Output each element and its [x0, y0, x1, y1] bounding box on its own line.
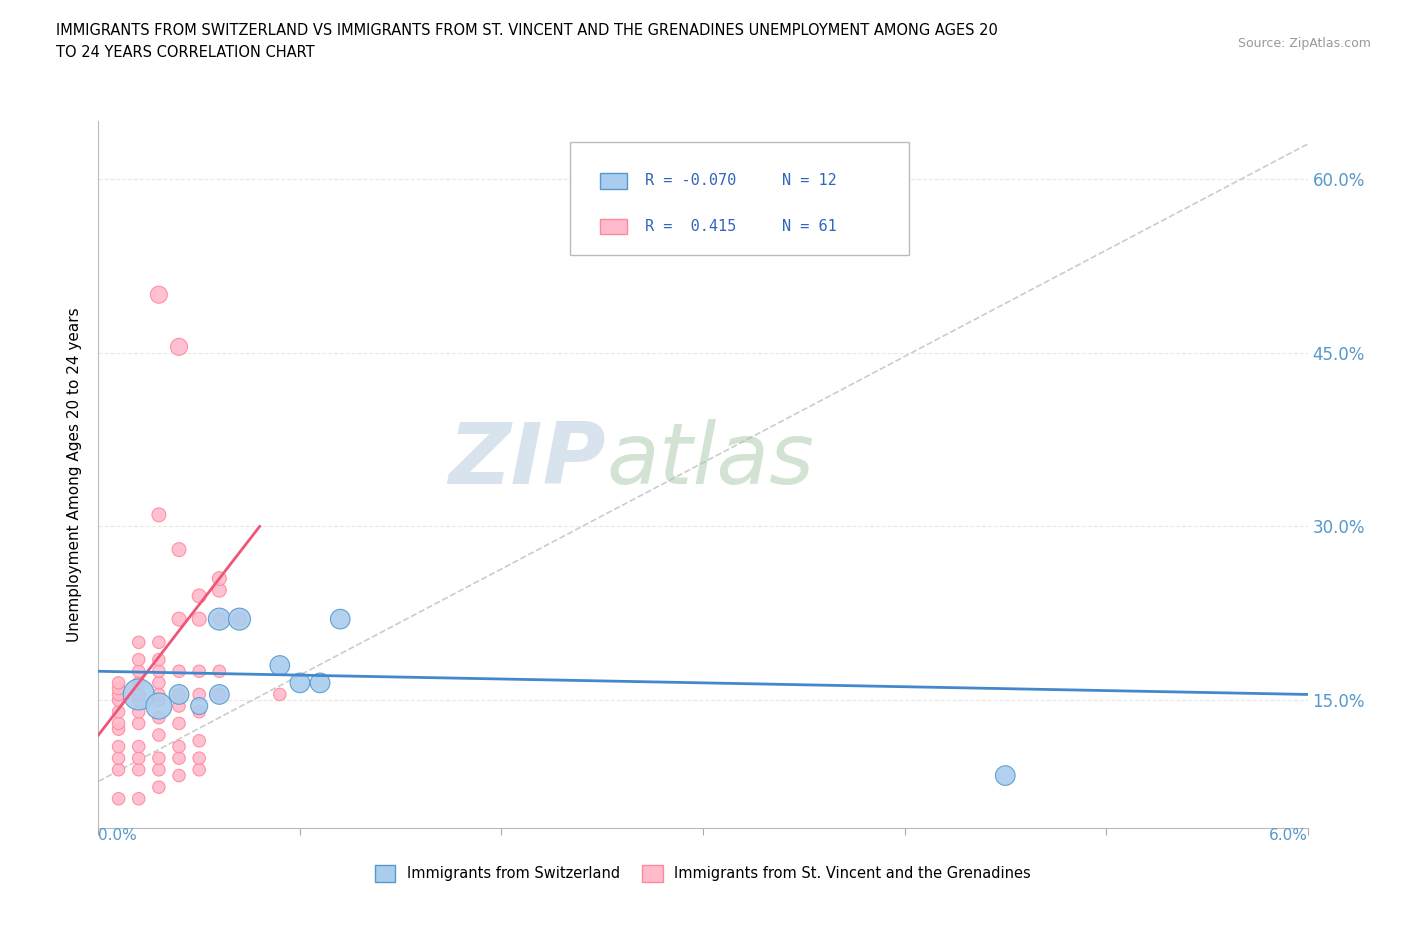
- Point: [148, 635, 170, 650]
- Point: [994, 768, 1017, 783]
- Point: [107, 751, 129, 765]
- Point: [208, 687, 231, 702]
- Text: N = 61: N = 61: [782, 219, 837, 233]
- Point: [148, 698, 170, 713]
- Point: [107, 681, 129, 696]
- Point: [148, 687, 170, 702]
- Point: [148, 711, 170, 725]
- Point: [128, 791, 150, 806]
- Text: ZIP: ZIP: [449, 418, 606, 501]
- Point: [167, 768, 190, 783]
- Point: [148, 664, 170, 679]
- Point: [148, 675, 170, 690]
- Point: [128, 704, 150, 719]
- Point: [167, 612, 190, 627]
- Point: [167, 339, 190, 354]
- Text: IMMIGRANTS FROM SWITZERLAND VS IMMIGRANTS FROM ST. VINCENT AND THE GRENADINES UN: IMMIGRANTS FROM SWITZERLAND VS IMMIGRANT…: [56, 23, 998, 38]
- Point: [148, 287, 170, 302]
- Point: [269, 658, 291, 673]
- Point: [128, 687, 150, 702]
- Point: [148, 693, 170, 708]
- Point: [208, 687, 231, 702]
- FancyBboxPatch shape: [600, 219, 627, 234]
- Point: [208, 583, 231, 598]
- Point: [107, 693, 129, 708]
- Point: [128, 687, 150, 702]
- Point: [228, 612, 250, 627]
- Point: [107, 763, 129, 777]
- Point: [188, 704, 211, 719]
- Point: [128, 652, 150, 667]
- Legend: Immigrants from Switzerland, Immigrants from St. Vincent and the Grenadines: Immigrants from Switzerland, Immigrants …: [370, 859, 1036, 887]
- Point: [148, 779, 170, 794]
- Point: [188, 612, 211, 627]
- Point: [167, 751, 190, 765]
- Point: [188, 589, 211, 604]
- Point: [188, 664, 211, 679]
- Point: [228, 612, 250, 627]
- Point: [188, 763, 211, 777]
- Text: R =  0.415: R = 0.415: [645, 219, 737, 233]
- Point: [128, 635, 150, 650]
- Point: [309, 675, 332, 690]
- Point: [128, 739, 150, 754]
- Point: [128, 751, 150, 765]
- Point: [148, 508, 170, 523]
- Point: [107, 675, 129, 690]
- Point: [128, 716, 150, 731]
- Point: [208, 664, 231, 679]
- Point: [128, 763, 150, 777]
- Y-axis label: Unemployment Among Ages 20 to 24 years: Unemployment Among Ages 20 to 24 years: [67, 307, 83, 642]
- Point: [128, 664, 150, 679]
- Point: [128, 675, 150, 690]
- Point: [167, 716, 190, 731]
- Text: 6.0%: 6.0%: [1268, 828, 1308, 843]
- FancyBboxPatch shape: [569, 142, 908, 255]
- Point: [269, 687, 291, 702]
- Point: [288, 675, 311, 690]
- Point: [208, 612, 231, 627]
- Text: TO 24 YEARS CORRELATION CHART: TO 24 YEARS CORRELATION CHART: [56, 45, 315, 60]
- Point: [167, 542, 190, 557]
- Point: [167, 687, 190, 702]
- Point: [167, 739, 190, 754]
- Point: [107, 687, 129, 702]
- Point: [188, 698, 211, 713]
- Point: [188, 734, 211, 749]
- Text: Source: ZipAtlas.com: Source: ZipAtlas.com: [1237, 37, 1371, 50]
- Point: [188, 751, 211, 765]
- Point: [107, 722, 129, 737]
- Point: [107, 704, 129, 719]
- Point: [167, 698, 190, 713]
- Point: [107, 739, 129, 754]
- Point: [148, 763, 170, 777]
- Point: [148, 652, 170, 667]
- Point: [107, 791, 129, 806]
- Point: [148, 751, 170, 765]
- Point: [208, 612, 231, 627]
- Point: [167, 687, 190, 702]
- Point: [148, 727, 170, 742]
- Text: atlas: atlas: [606, 418, 814, 501]
- Point: [128, 693, 150, 708]
- Point: [208, 571, 231, 586]
- Text: N = 12: N = 12: [782, 173, 837, 189]
- Text: 0.0%: 0.0%: [98, 828, 138, 843]
- Point: [107, 716, 129, 731]
- Text: R = -0.070: R = -0.070: [645, 173, 737, 189]
- Point: [188, 687, 211, 702]
- FancyBboxPatch shape: [600, 173, 627, 189]
- Point: [329, 612, 352, 627]
- Point: [167, 664, 190, 679]
